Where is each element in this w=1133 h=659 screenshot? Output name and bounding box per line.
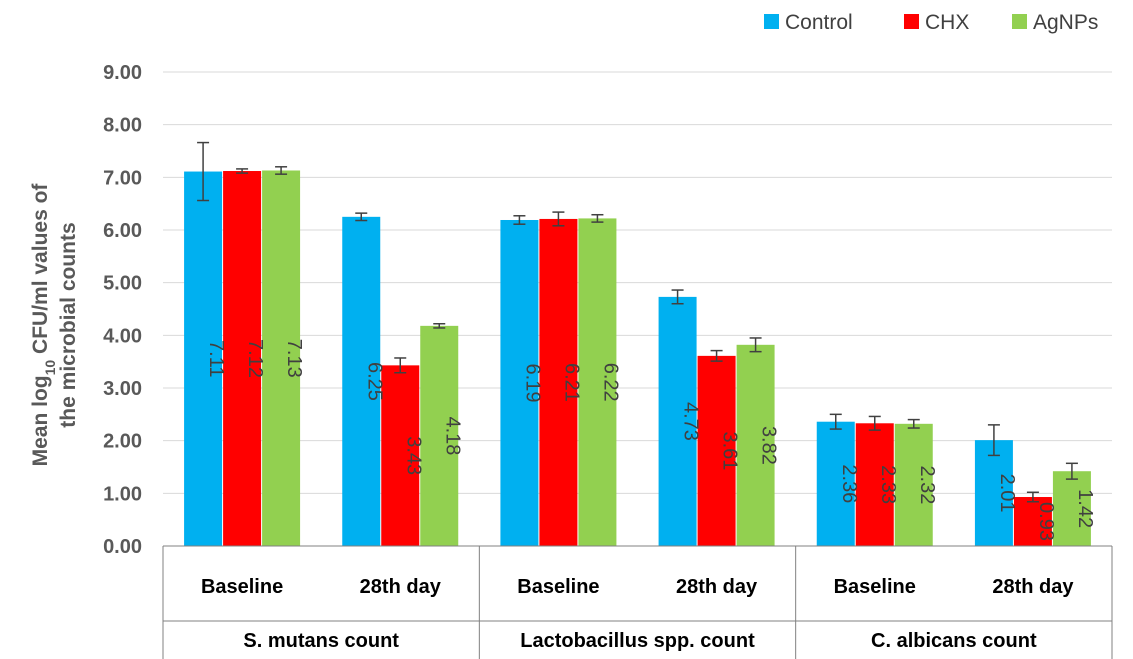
data-label: 7.13 [283, 339, 305, 378]
data-label: 6.22 [599, 363, 621, 402]
group-label: Lactobacillus spp. count [520, 630, 755, 652]
bar [262, 170, 301, 546]
data-labels: 7.11 6.25 6.19 4.73 2.36 2.01 7.12 3.43 6.21 3.61… [205, 339, 1096, 541]
y-tick-label: 3.00 [103, 378, 142, 400]
y-tick-label: 5.00 [103, 273, 142, 295]
data-label: 6.19 [521, 364, 543, 403]
data-label: 7.11 [205, 340, 227, 377]
y-tick-label: 1.00 [103, 483, 142, 505]
error-bars [197, 141, 1078, 503]
x-tick-label: 28th day [676, 576, 758, 598]
bar [184, 171, 223, 547]
data-label: 4.18 [441, 416, 463, 455]
bar [974, 440, 1013, 546]
bar [894, 423, 933, 546]
data-label: 3.43 [402, 436, 424, 475]
bar [1013, 497, 1052, 546]
bar [1052, 471, 1091, 546]
x-tick-label: 28th day [360, 576, 442, 598]
bar [500, 219, 539, 546]
legend-label: Control [785, 11, 853, 34]
legend-label: AgNPs [1033, 11, 1098, 34]
y-tick-label: 0.00 [103, 536, 142, 558]
x-tick-label: 28th day [992, 576, 1074, 598]
legend-swatch [764, 14, 779, 29]
x-tick-label: Baseline [201, 576, 283, 598]
y-tick-label: 9.00 [103, 62, 142, 84]
data-label: 0.93 [1035, 502, 1057, 541]
group-label: C. albicans count [871, 630, 1037, 652]
data-label: 6.21 [560, 363, 582, 402]
x-tick-label: Baseline [517, 576, 599, 598]
x-axis: Baseline 28th day S. mutans count Baseline 2… [162, 545, 1113, 659]
data-label: 1.42 [1074, 489, 1096, 528]
data-label: 4.73 [680, 402, 702, 441]
y-tick-label: 7.00 [103, 167, 142, 189]
bar [658, 296, 697, 546]
bar [539, 218, 578, 546]
y-tick-label: 2.00 [103, 431, 142, 453]
x-tick-label: Baseline [834, 576, 916, 598]
bar [578, 218, 617, 546]
legend: Control CHX AgNPs [764, 11, 1098, 34]
bar [342, 216, 381, 547]
data-label: 3.61 [719, 431, 741, 470]
y-tick-label: 8.00 [103, 115, 142, 137]
bar [697, 355, 736, 546]
legend-label: CHX [925, 11, 969, 34]
data-label: 2.36 [838, 464, 860, 503]
gridlines [163, 71, 1112, 547]
y-axis-label: Mean log10 CFU/ml values of [29, 183, 58, 467]
bar [223, 171, 262, 546]
data-label: 2.01 [996, 474, 1018, 513]
group-label: S. mutans count [243, 630, 399, 652]
bar [420, 325, 459, 546]
data-label: 2.33 [877, 465, 899, 504]
y-tick-label: 6.00 [103, 220, 142, 242]
y-axis-label-line2: the microbial counts [57, 222, 80, 427]
data-label: 7.12 [244, 339, 266, 378]
legend-swatch [1012, 14, 1027, 29]
bar [736, 344, 775, 546]
data-label: 6.25 [363, 362, 385, 401]
bar [381, 365, 420, 546]
bar [855, 423, 894, 546]
y-tick-label: 4.00 [103, 325, 142, 347]
bar [816, 421, 855, 546]
data-label: 2.32 [916, 465, 938, 504]
bars [184, 170, 1091, 547]
data-label: 3.82 [758, 426, 780, 465]
legend-swatch [904, 14, 919, 29]
y-axis-ticks: 0.00 1.00 2.00 3.00 4.00 5.00 6.00 7.00 8.00 9.00 [103, 62, 142, 558]
